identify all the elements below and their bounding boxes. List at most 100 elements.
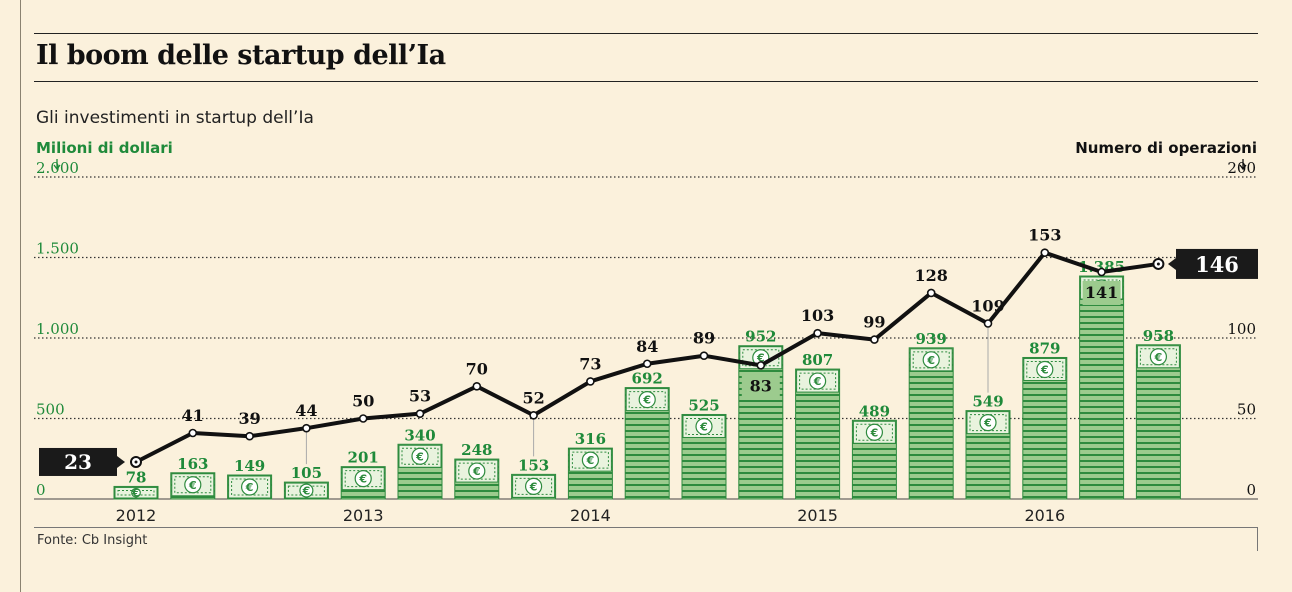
- deals-value-label-17: 141: [1085, 283, 1118, 302]
- banknote-icon: €: [796, 369, 840, 393]
- deals-endpoint-dot-0: [134, 460, 138, 464]
- currency-glyph: €: [1040, 363, 1049, 376]
- callout-pointer-end: [1168, 257, 1176, 270]
- left-border-rule: [20, 0, 21, 592]
- deals-value-label-13: 99: [863, 313, 885, 332]
- currency-glyph: €: [415, 450, 424, 463]
- bar-8: €: [567, 447, 613, 500]
- banknote-icon: €: [682, 414, 726, 438]
- bar-16: €: [1022, 356, 1068, 500]
- deals-start-callout: [39, 447, 117, 476]
- banknote-icon: €: [398, 444, 442, 468]
- deals-point-5: [415, 409, 425, 418]
- deals-value-label-16: 153: [1028, 226, 1061, 245]
- deals-endpoint-dot-18: [1156, 262, 1160, 266]
- top-rule: [34, 33, 1258, 34]
- deals-value-label-14: 128: [914, 266, 947, 285]
- bar-value-label-3: 105: [291, 464, 322, 482]
- deals-value-label-9: 84: [636, 337, 658, 356]
- right-tick-label-0: 0: [1246, 481, 1256, 499]
- bar-2: €: [227, 474, 273, 500]
- bar-0: €: [113, 485, 159, 500]
- x-label-2012: 2012: [116, 506, 157, 525]
- deals-value-label-8: 73: [579, 354, 601, 373]
- deals-end-callout: [1176, 248, 1258, 279]
- banknote-icon: €: [512, 474, 556, 498]
- x-label-2015: 2015: [797, 506, 838, 525]
- bar-value-label-10: 525: [688, 396, 719, 414]
- bottom-rule-tick: [1257, 527, 1258, 551]
- deals-value-label-5: 53: [409, 387, 431, 406]
- x-label-2016: 2016: [1024, 506, 1065, 525]
- deals-point-8: [586, 377, 595, 386]
- banknote-icon: €: [568, 448, 612, 472]
- bar-value-label-16: 879: [1029, 339, 1060, 357]
- deals-point-1: [188, 428, 198, 438]
- deals-value-label-10: 89: [693, 329, 715, 348]
- chart-title: Il boom delle startup dell’Ia: [36, 40, 446, 71]
- bar-12: €: [795, 368, 841, 500]
- currency-glyph: €: [188, 479, 197, 492]
- bar-6: €: [454, 458, 500, 500]
- deals-value-label-7: 52: [522, 388, 544, 407]
- currency-glyph: €: [245, 481, 254, 494]
- deals-point-12: [813, 328, 822, 338]
- bottom-rule: [34, 527, 1258, 528]
- right-axis-arrow-icon: [1239, 159, 1247, 171]
- bar-value-label-9: 692: [632, 370, 663, 388]
- bar-14: €: [908, 347, 954, 500]
- deals-label-bg-11: [741, 374, 780, 399]
- left-axis-arrow-icon: [53, 159, 61, 171]
- currency-glyph: €: [586, 454, 595, 467]
- bar-13: €: [851, 419, 897, 500]
- bar-value-label-14: 939: [916, 330, 947, 348]
- x-label-2014: 2014: [570, 506, 611, 525]
- banknote-icon: €: [284, 482, 328, 499]
- callout-pointer: [117, 455, 125, 468]
- banknote-icon: €: [455, 459, 499, 483]
- banknote-icon: €: [1136, 345, 1180, 369]
- title-rule: [34, 81, 1258, 82]
- bar-value-label-12: 807: [802, 351, 833, 369]
- deals-value-label-4: 50: [352, 392, 374, 411]
- banknote-icon: €: [852, 420, 896, 444]
- bar-value-label-15: 549: [972, 393, 1003, 411]
- bar-4: €: [340, 466, 386, 500]
- bar-3: €: [283, 481, 329, 500]
- deals-point-11: [756, 361, 766, 370]
- deals-value-label-18: 146: [1195, 252, 1239, 277]
- currency-glyph: €: [756, 352, 765, 365]
- currency-glyph: €: [983, 417, 992, 430]
- bar-7: €: [511, 473, 557, 500]
- deals-value-label-3: 44: [295, 401, 317, 420]
- left-tick-label-3: 1.500: [36, 240, 79, 258]
- deals-value-label-6: 70: [466, 359, 488, 378]
- deals-value-label-15: 109: [971, 297, 1004, 316]
- currency-glyph: €: [529, 480, 538, 493]
- bar-5: €: [397, 443, 443, 500]
- bar-value-label-0: 78: [126, 468, 147, 486]
- left-axis-title: Milioni di dollari: [36, 139, 173, 157]
- banknote-icon: €: [1023, 357, 1067, 381]
- deals-value-label-0: 23: [64, 450, 92, 474]
- currency-glyph: €: [813, 375, 822, 388]
- currency-glyph: €: [131, 487, 140, 500]
- bar-10: €: [681, 413, 727, 500]
- deals-point-17: [1097, 267, 1106, 277]
- right-tick-label-2: 100: [1227, 320, 1256, 338]
- bar-value-label-8: 316: [575, 430, 606, 448]
- currency-glyph: €: [1154, 351, 1163, 364]
- currency-glyph: €: [642, 394, 651, 407]
- banknote-icon: €: [228, 475, 272, 499]
- banknote-icon: €: [909, 348, 953, 372]
- currency-glyph: €: [870, 426, 879, 439]
- bar-value-label-13: 489: [859, 402, 890, 420]
- deals-label-bg-17: [1082, 280, 1121, 305]
- x-label-2013: 2013: [343, 506, 384, 525]
- deals-point-9: [642, 359, 652, 369]
- currency-glyph: €: [358, 473, 367, 486]
- bar-value-label-5: 340: [404, 426, 435, 444]
- bar-value-label-11: 952: [745, 328, 776, 346]
- deals-value-label-11: 83: [750, 376, 772, 395]
